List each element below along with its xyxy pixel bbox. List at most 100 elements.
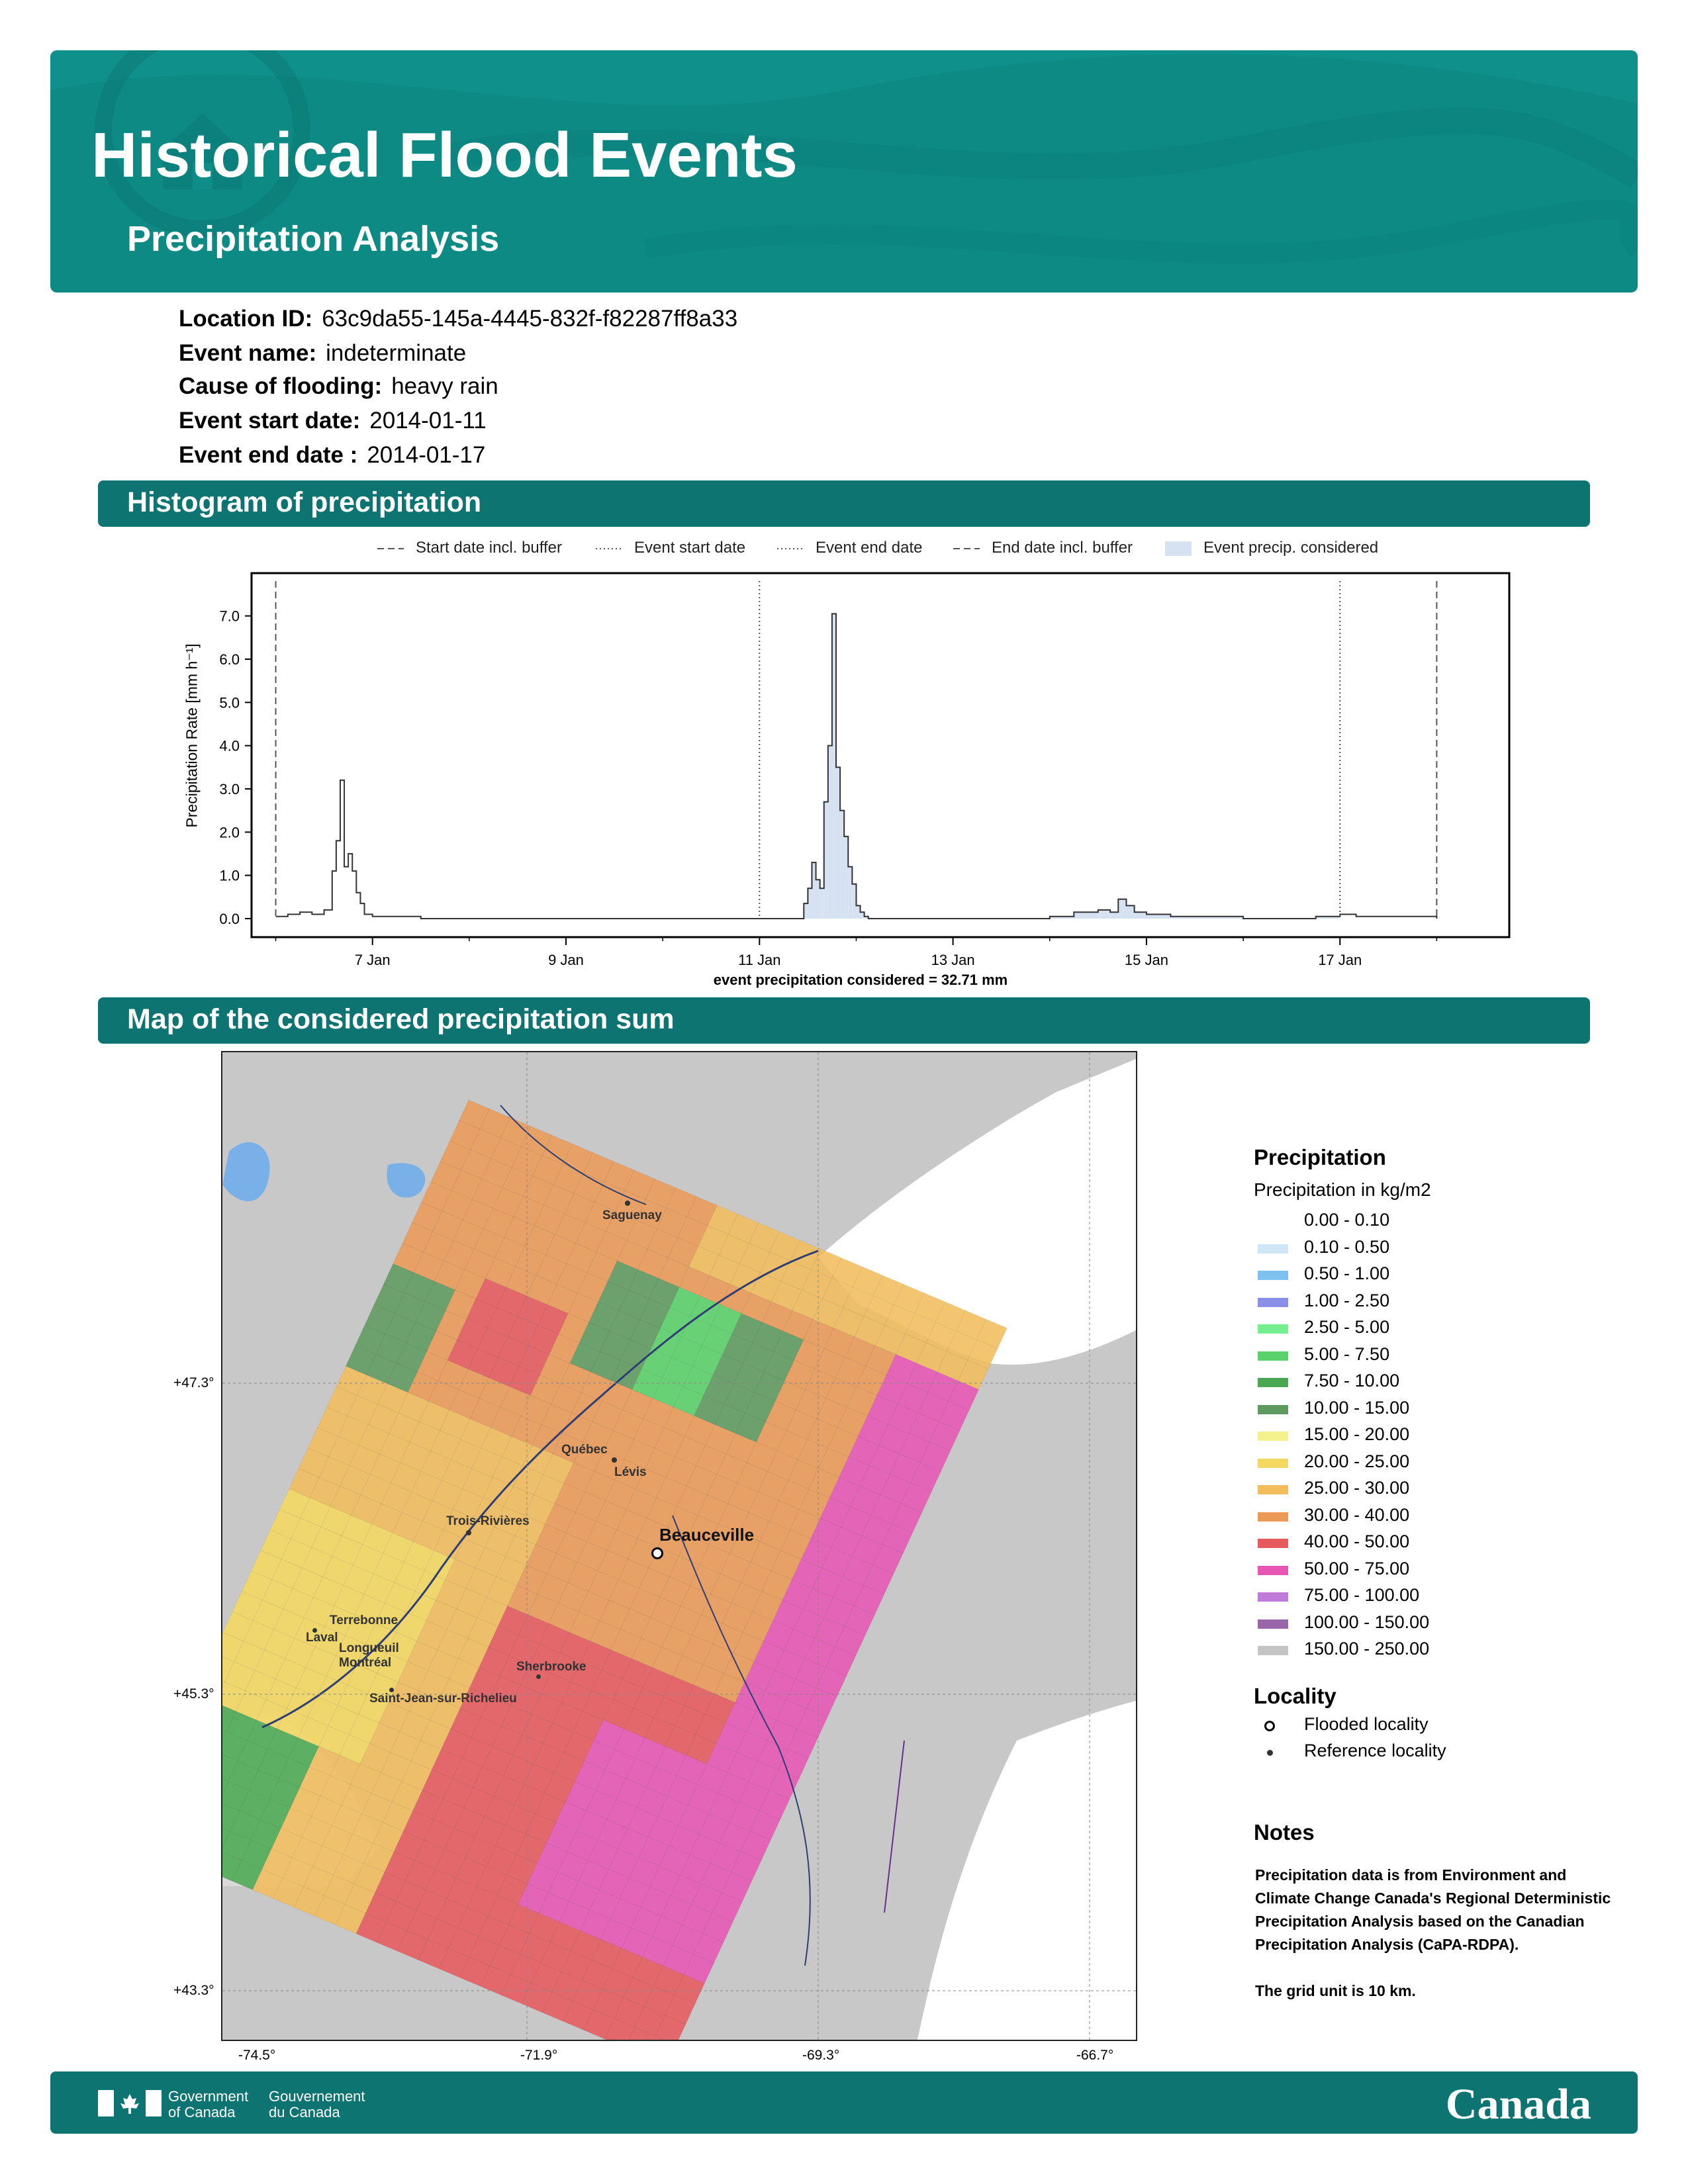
house-logo-icon — [95, 50, 310, 238]
grid-cell — [628, 2026, 656, 2040]
y-tick-label: 7.0 — [219, 608, 240, 625]
city-dot-trois-rivieres — [466, 1530, 471, 1535]
notes-title: Notes — [1254, 1820, 1315, 1844]
flooded-locality-label: Beauceville — [659, 1525, 755, 1545]
legend-class-swatch — [1258, 1619, 1288, 1629]
legend-end-buffer-swatch — [953, 548, 980, 549]
gov-en-line1: Government — [168, 2088, 249, 2105]
lon-tick-66-7: -66.7° — [1076, 2048, 1114, 2063]
city-label-laval: Laval — [306, 1631, 338, 1645]
legend-class-label: 0.00 - 0.10 — [1304, 1210, 1390, 1230]
flooded-locality-legend-icon — [1264, 1721, 1275, 1731]
legend-class-swatch — [1258, 1351, 1288, 1361]
considered-bar — [812, 862, 816, 919]
lat-tick-43-3: +43.3° — [173, 1983, 214, 1998]
event-name-value: indeterminate — [326, 340, 467, 366]
city-label-sherbrooke: Sherbrooke — [516, 1660, 586, 1674]
lon-tick-71-9: -71.9° — [520, 2048, 558, 2063]
legend-class-label: 40.00 - 50.00 — [1304, 1531, 1410, 1551]
legend-class-swatch — [1258, 1244, 1288, 1253]
y-tick-label: 2.0 — [219, 824, 240, 841]
city-label-terrebonne: Terrebonne — [330, 1614, 399, 1627]
x-tick-label: 15 Jan — [1125, 952, 1168, 968]
start-date-value: 2014-01-11 — [369, 408, 487, 433]
x-tick-label: 11 Jan — [738, 952, 780, 968]
histogram-plot-frame — [250, 572, 1511, 938]
river-st-lawrence — [261, 1250, 819, 1729]
grid-cell — [604, 2018, 635, 2040]
legend-class-label: 15.00 - 20.00 — [1304, 1424, 1410, 1444]
event-name-label: Event name: — [179, 340, 317, 366]
gov-en-line2: of Canada — [168, 2104, 236, 2120]
considered-bar — [840, 810, 845, 919]
legend-class-swatch — [1258, 1404, 1288, 1414]
lon-tick-69-3: -69.3° — [802, 2048, 840, 2063]
city-label-trois-rivieres: Trois-Rivières — [446, 1514, 530, 1528]
gov-fr: Gouvernement du Canada — [269, 2089, 365, 2120]
legend-event-start: Event start date — [634, 539, 746, 557]
gov-fr-line1: Gouvernement — [269, 2088, 365, 2105]
histogram-legend: Start date incl. buffer Event start date… — [377, 537, 1436, 561]
considered-bar — [1074, 912, 1098, 919]
city-dot-quebec — [612, 1457, 617, 1463]
y-tick-label: 3.0 — [219, 781, 240, 797]
page-footer: Government of Canada Gouvernement du Can… — [50, 2071, 1638, 2134]
flooded-locality-legend-label: Flooded locality — [1304, 1714, 1429, 1734]
considered-bar — [852, 884, 857, 919]
legend-start-buffer-swatch — [377, 548, 404, 549]
info-cause: Cause of flooding: heavy rain — [179, 373, 498, 400]
lat-tick-47-3: +47.3° — [173, 1375, 214, 1390]
city-label-saguenay: Saguenay — [602, 1208, 662, 1222]
grid-cell — [655, 2015, 686, 2040]
page-subtitle: Precipitation Analysis — [127, 219, 500, 259]
legend-class-label: 50.00 - 75.00 — [1304, 1558, 1410, 1578]
considered-bar — [1098, 909, 1111, 919]
lat-tick-45-3: +45.3° — [173, 1686, 214, 1702]
location-id-value: 63c9da55-145a-4445-832f-f82287ff8a33 — [322, 306, 738, 332]
canada-flag-icon — [98, 2090, 162, 2116]
city-dot-terrebonne — [312, 1628, 317, 1633]
legend-start-buffer: Start date incl. buffer — [416, 539, 563, 557]
legend-end-buffer: End date incl. buffer — [992, 539, 1133, 557]
considered-bar — [808, 888, 812, 919]
legend-event-start-swatch — [596, 548, 622, 549]
legend-event-end-swatch — [777, 548, 804, 549]
grid-cell — [222, 1778, 229, 1795]
precipitation-map: Saguenay Québec Lévis Trois-Rivières Ter… — [221, 1051, 1137, 2041]
y-tick-label: 5.0 — [219, 694, 240, 711]
city-dot-saint-jean — [389, 1688, 394, 1692]
legend-event-end: Event end date — [816, 539, 923, 557]
x-tick-label: 9 Jan — [548, 952, 584, 968]
legend-class-swatch — [1258, 1485, 1288, 1494]
considered-bar — [836, 767, 841, 919]
legend-class-label: 150.00 - 250.00 — [1304, 1639, 1430, 1659]
lon-tick-74-5: -74.5° — [238, 2048, 276, 2063]
considered-bar — [823, 801, 828, 919]
grid-cell — [222, 1680, 225, 1688]
legend-class-label: 7.50 - 10.00 — [1304, 1371, 1400, 1390]
x-tick-label: 17 Jan — [1318, 952, 1362, 968]
legend-class-label: 20.00 - 25.00 — [1304, 1451, 1410, 1471]
legend-class-swatch — [1258, 1324, 1288, 1334]
legend-class-label: 2.50 - 5.00 — [1304, 1317, 1390, 1337]
considered-bar — [1126, 905, 1135, 919]
lake-north — [387, 1163, 426, 1198]
info-start-date: Event start date: 2014-01-11 — [179, 408, 487, 434]
legend-class-label: 75.00 - 100.00 — [1304, 1585, 1420, 1605]
considered-bar — [804, 903, 808, 919]
legend-class-swatch — [1258, 1378, 1288, 1387]
map-legend-title: Precipitation — [1254, 1145, 1386, 1169]
reference-locality-legend-label: Reference locality — [1304, 1741, 1446, 1760]
considered-bar — [1118, 899, 1127, 919]
legend-class-label: 1.00 - 2.50 — [1304, 1290, 1390, 1310]
city-dot-sherbrooke — [536, 1674, 541, 1679]
precipitation-histogram: 0.0 1.0 2.0 3.0 4.0 5.0 6.0 7.0 7 Jan 9 Jan 11 Jan… — [219, 572, 1511, 968]
city-dot-saguenay — [625, 1201, 630, 1206]
gov-en: Government of Canada — [168, 2089, 248, 2120]
histogram-section-title: Histogram of precipitation — [127, 486, 482, 518]
legend-class-swatch — [1258, 1512, 1288, 1522]
histogram-ylabel: Precipitation Rate [mm h⁻¹] — [183, 643, 201, 828]
considered-bar — [1134, 912, 1147, 919]
considered-bar — [816, 880, 820, 919]
start-date-label: Event start date: — [179, 408, 361, 433]
